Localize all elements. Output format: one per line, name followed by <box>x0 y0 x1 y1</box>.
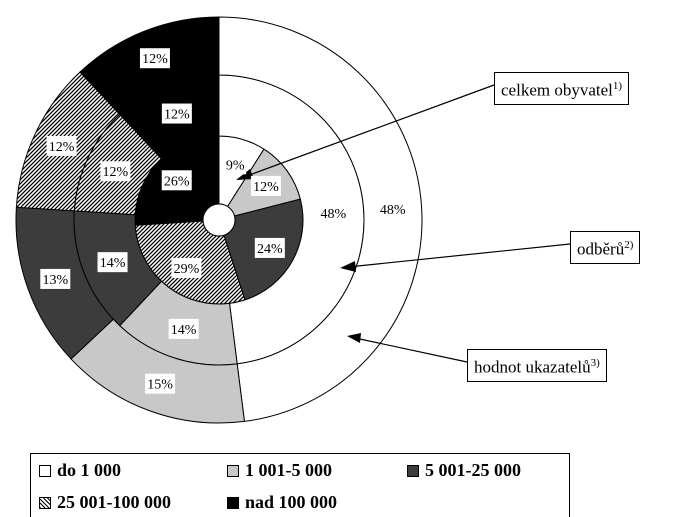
slice-label-bg <box>46 135 77 156</box>
slice-label-bg <box>224 154 247 175</box>
center-hole <box>202 203 236 237</box>
slice-label: 12% <box>103 165 129 180</box>
slice-label-bg <box>40 268 71 289</box>
slice-label-bg <box>171 257 202 278</box>
legend: do 1 000 1 001-5 000 5 001-25 000 25 001… <box>30 453 570 517</box>
slice-label-bg <box>100 161 131 182</box>
slice-label: 26% <box>164 174 190 189</box>
legend-item: nad 100 000 <box>227 491 337 513</box>
legend-swatch <box>39 465 51 477</box>
slice-label: 15% <box>147 378 173 393</box>
slice-label: 24% <box>257 242 283 257</box>
slice-label: 12% <box>49 140 75 155</box>
slice-label-bg <box>161 103 192 124</box>
slice-labels: 9% 12% 24% 29% 26% 48% 14% 14% 12% 12% 48% 15% 13% 12… <box>40 48 408 394</box>
legend-item: do 1 000 <box>39 459 121 481</box>
callout-arrows <box>236 84 571 363</box>
slice-label: 12% <box>164 108 190 123</box>
callout-footnote: 1) <box>612 80 623 92</box>
callout-text: celkem obyvatel <box>501 80 613 100</box>
slice-label: 48% <box>320 207 346 222</box>
slice-label: 14% <box>100 256 126 271</box>
slice-label-bg <box>139 48 170 69</box>
slice-label: 14% <box>171 323 197 338</box>
slice-label: 12% <box>142 52 168 67</box>
slice-label: 9% <box>226 158 245 173</box>
legend-swatch <box>227 497 239 509</box>
legend-item: 5 001-25 000 <box>407 459 521 481</box>
slice-label-bg <box>161 170 192 191</box>
slice-label: 13% <box>42 273 68 288</box>
chart-rings <box>15 16 423 424</box>
arrow-inner <box>243 84 495 178</box>
slice-label-bg <box>318 202 349 223</box>
legend-swatch <box>407 465 419 477</box>
slice-outer-0 <box>218 16 423 422</box>
legend-label: nad 100 000 <box>245 492 338 512</box>
slice-label-bg <box>254 237 285 258</box>
slice-label: 48% <box>380 203 406 218</box>
callout-hodnot-ukazatelu: hodnot ukazatelů3) <box>467 349 607 382</box>
legend-label: do 1 000 <box>57 460 122 480</box>
arrow-middle <box>347 243 571 268</box>
slice-label: 29% <box>174 262 200 277</box>
slice-label-bg <box>377 199 408 220</box>
callout-footnote: 2) <box>624 239 634 251</box>
legend-item: 25 001-100 000 <box>39 491 171 513</box>
callout-text: hodnot ukazatelů <box>474 357 591 377</box>
legend-swatch <box>227 465 239 477</box>
arrow-middle-head <box>340 261 356 272</box>
arrow-outer <box>354 337 468 363</box>
callout-odberu: odběrů2) <box>570 231 641 264</box>
arrow-outer-head <box>347 333 361 343</box>
legend-label: 1 001-5 000 <box>245 460 332 480</box>
slice-label-bg <box>97 252 128 273</box>
slice-label-bg <box>250 175 281 196</box>
slice-label-bg <box>168 318 199 339</box>
callout-celkem-obyvatel: celkem obyvatel1) <box>494 72 630 105</box>
slice-label-bg <box>145 373 176 394</box>
legend-label: 5 001-25 000 <box>425 460 521 480</box>
callout-footnote: 3) <box>590 357 600 369</box>
arrow-inner-head <box>236 169 254 180</box>
callout-text: odběrů <box>577 239 625 259</box>
legend-swatch <box>39 497 51 509</box>
legend-label: 25 001-100 000 <box>57 492 171 512</box>
slice-label: 12% <box>253 180 279 195</box>
legend-item: 1 001-5 000 <box>227 459 332 481</box>
